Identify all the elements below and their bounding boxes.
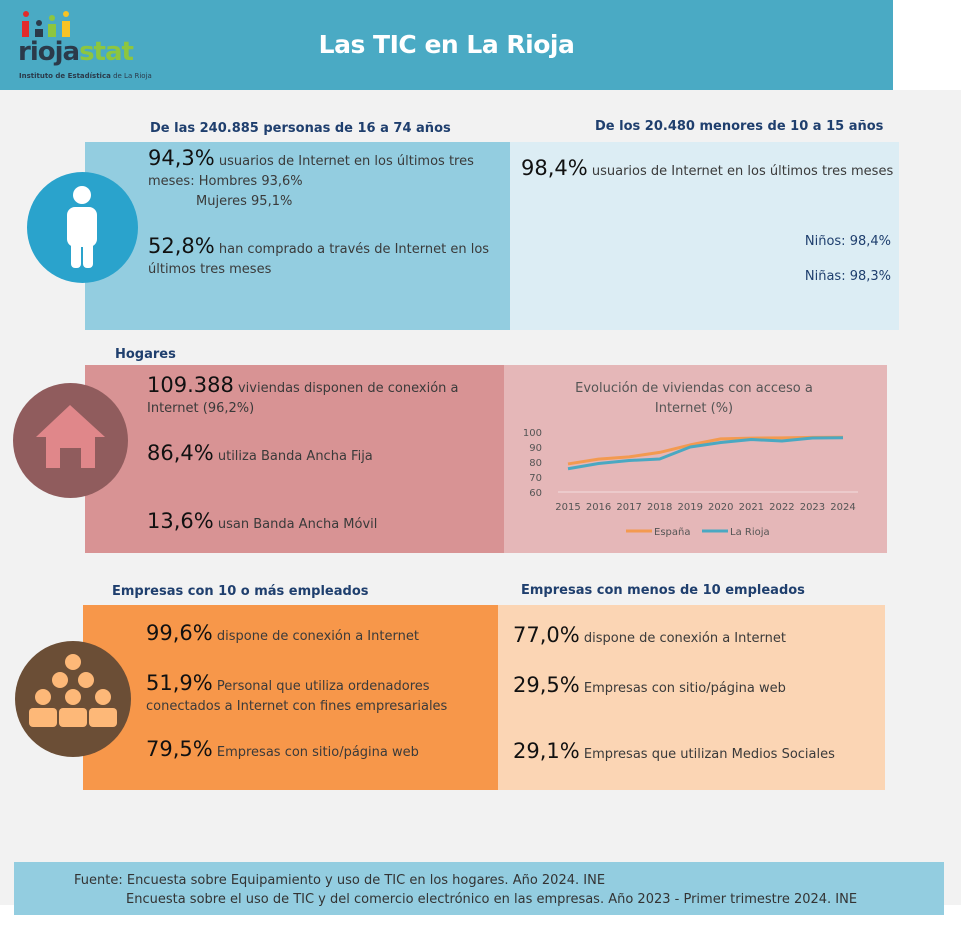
y-tick-label: 70 (529, 473, 542, 484)
source-line: Encuesta sobre el uso de TIC y del comer… (126, 892, 858, 907)
stat-text: Empresas con sitio/página web (216, 745, 419, 760)
x-tick-label: 2015 (555, 502, 580, 513)
house-icon (13, 383, 128, 498)
x-tick-label: 2018 (647, 502, 672, 513)
stat-value: 79,5% (146, 737, 213, 761)
source-footer: Fuente: Encuesta sobre Equipamiento y us… (14, 862, 944, 915)
stat-text: conectados a Internet con fines empresar… (146, 699, 448, 714)
menores-heading: De los 20.480 menores de 10 a 15 años (595, 119, 884, 134)
stat-value: 99,6% (146, 621, 213, 645)
series-line-la-rioja (567, 436, 844, 471)
people-group-icon (15, 641, 131, 757)
hogares-heading: Hogares (115, 347, 176, 362)
person-icon (27, 172, 138, 283)
x-tick-label: 2021 (739, 502, 764, 513)
stat-text: han comprado a través de Internet en los (218, 242, 490, 257)
page-title: Las TIC en La Rioja (318, 30, 575, 59)
line-chart: Evolución de viviendas con acceso a Inte… (523, 381, 858, 538)
stat-value: 29,5% (513, 673, 580, 697)
stat-value: 77,0% (513, 623, 580, 647)
hogares-panel: 109.388 viviendas disponen de conexión a… (85, 365, 504, 553)
stat-text: usan Banda Ancha Móvil (217, 517, 378, 532)
x-tick-label: 2020 (708, 502, 733, 513)
stat-value: 52,8% (148, 234, 215, 258)
stat-text: últimos tres meses (148, 262, 272, 277)
stat-text: dispone de conexión a Internet (583, 631, 786, 646)
personas-panel: 94,3% usuarios de Internet en los último… (85, 142, 510, 330)
x-tick-label: 2017 (616, 502, 641, 513)
x-tick-label: 2022 (769, 502, 794, 513)
stat-text: meses: Hombres 93,6% (148, 174, 303, 189)
series-line-españa (567, 435, 844, 466)
stat-value: 29,1% (513, 739, 580, 763)
stat-value: 109.388 (147, 373, 234, 397)
stat-text: usuarios de Internet en los últimos tres… (591, 164, 894, 179)
chart-panel: Evolución de viviendas con acceso a Inte… (504, 365, 887, 553)
empresas-grandes-heading: Empresas con 10 o más empleados (112, 584, 369, 599)
stat-text: Empresas que utilizan Medios Sociales (583, 747, 835, 762)
stat-value: 94,3% (148, 146, 215, 170)
x-tick-label: 2023 (800, 502, 825, 513)
empresas-peq-panel: 77,0% dispone de conexión a Internet 29,… (498, 605, 885, 790)
stat-text: Empresas con sitio/página web (583, 681, 786, 696)
header-bar (0, 0, 893, 90)
stat-value: 98,4% (521, 156, 588, 180)
chart-title: Evolución de viviendas con acceso a (575, 381, 813, 396)
riojastat-logo: riojastat Instituto de Estadística de La… (18, 10, 152, 85)
stat-value: 51,9% (146, 671, 213, 695)
source-line: Fuente: Encuesta sobre Equipamiento y us… (74, 873, 606, 888)
stat-text: dispone de conexión a Internet (216, 629, 419, 644)
x-tick-label: 2016 (586, 502, 611, 513)
y-tick-label: 60 (529, 488, 542, 499)
personas-heading: De las 240.885 personas de 16 a 74 años (150, 121, 451, 136)
empresas-peq-heading: Empresas con menos de 10 empleados (521, 583, 805, 598)
x-tick-label: 2024 (830, 502, 855, 513)
stat-text: Mujeres 95,1% (196, 194, 293, 209)
y-tick-label: 90 (529, 443, 542, 454)
stat-text: usuarios de Internet en los últimos tres (218, 154, 474, 169)
y-tick-label: 100 (523, 428, 542, 439)
stat-text: Personal que utiliza ordenadores (216, 679, 430, 694)
legend-label: La Rioja (730, 527, 770, 538)
empresas-grandes-panel: 99,6% dispone de conexión a Internet 51,… (83, 605, 498, 790)
ninas-stat: Niñas: 98,3% (804, 269, 891, 284)
stat-text: utiliza Banda Ancha Fija (217, 449, 373, 464)
stat-text: Internet (96,2%) (147, 401, 255, 416)
menores-panel: 98,4% usuarios de Internet en los último… (510, 142, 899, 330)
stat-value: 86,4% (147, 441, 214, 465)
x-tick-label: 2019 (677, 502, 702, 513)
stat-value: 13,6% (147, 509, 214, 533)
y-tick-label: 80 (529, 458, 542, 469)
legend-label: España (654, 527, 690, 538)
ninos-stat: Niños: 98,4% (804, 234, 891, 249)
chart-title: Internet (%) (655, 401, 733, 416)
stat-text: viviendas disponen de conexión a (237, 381, 459, 396)
